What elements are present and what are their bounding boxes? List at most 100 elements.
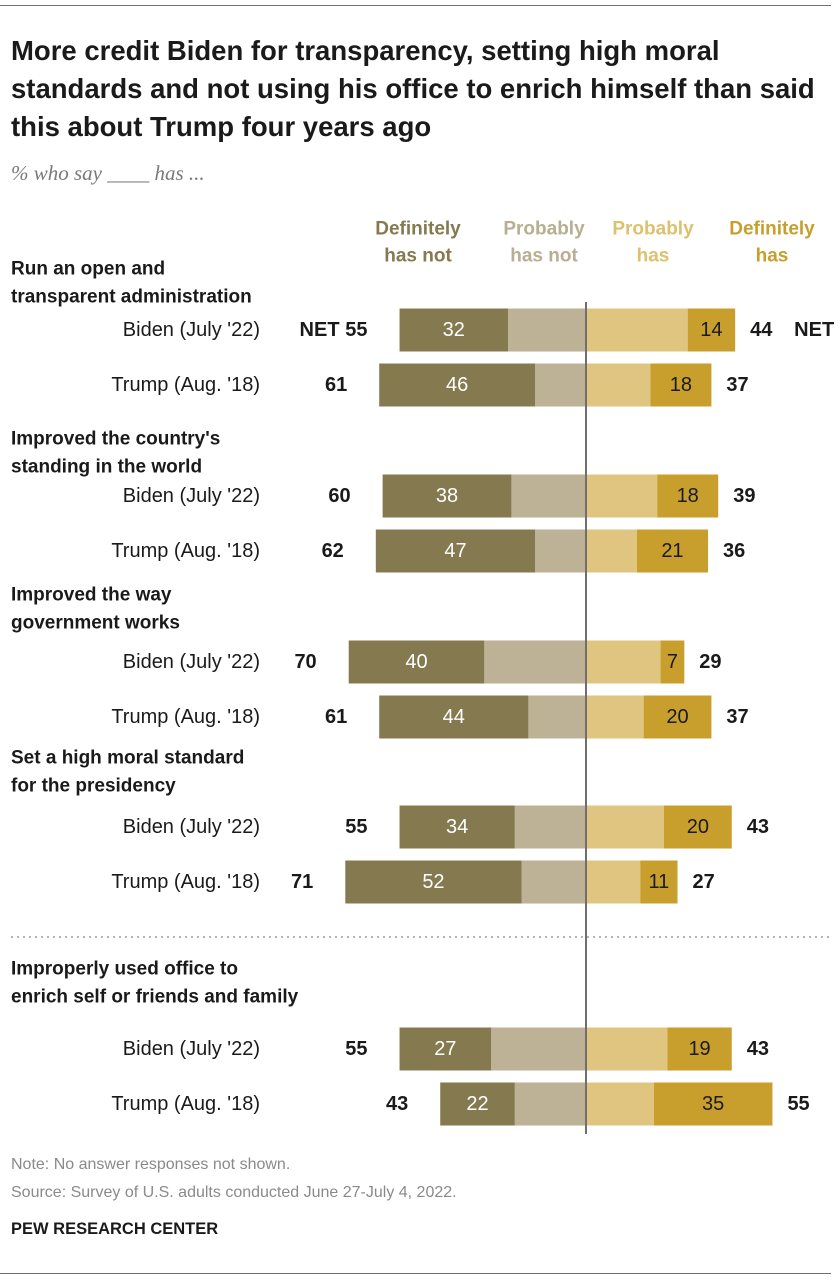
- bar-value-label: 19: [688, 1038, 710, 1060]
- group-label: Improperly used office to: [11, 959, 238, 980]
- net-value-left: 60: [328, 485, 350, 507]
- net-value-right: 55: [787, 1093, 809, 1115]
- chart-title: More credit Biden for transparency, sett…: [11, 35, 815, 142]
- net-label-right: NET: [794, 319, 834, 341]
- bottom-rule: [0, 1273, 831, 1274]
- net-value-right: 29: [699, 651, 721, 673]
- net-value-right: 39: [733, 485, 755, 507]
- bar-definitely-has: [667, 1027, 732, 1071]
- net-value-right: 37: [726, 706, 748, 728]
- bar-definitely-not: [375, 529, 536, 573]
- bar-probably-has: [586, 695, 644, 739]
- bar-probably-not: [528, 695, 586, 739]
- bar-definitely-has: [687, 308, 736, 352]
- net-value-left: 71: [291, 871, 313, 893]
- net-value-right: 36: [723, 540, 745, 562]
- net-value-left: 61: [325, 374, 347, 396]
- row-label: Trump (Aug. '18): [111, 871, 260, 893]
- bar-probably-has: [586, 1027, 668, 1071]
- top-rule: [0, 5, 831, 6]
- bar-definitely-has: [636, 529, 709, 573]
- branding-logo: PEW RESEARCH CENTER: [11, 1220, 219, 1238]
- net-value-right: 43: [747, 1038, 769, 1060]
- bar-value-label: 14: [700, 319, 722, 341]
- net-value-left: 55: [345, 816, 367, 838]
- bar-value-label: 34: [446, 816, 468, 838]
- legend-label: Definitely: [729, 219, 815, 240]
- net-value-left: 43: [386, 1093, 408, 1115]
- chart-subtitle: % who say ____ has ...: [11, 161, 205, 185]
- group-label: standing in the world: [11, 457, 202, 478]
- net-value-right: 27: [693, 871, 715, 893]
- row-label: Biden (July '22): [123, 816, 260, 838]
- legend-label: has: [637, 246, 670, 267]
- bar-probably-not: [521, 860, 586, 904]
- chart-source: Source: Survey of U.S. adults conducted …: [11, 1184, 457, 1201]
- bar-probably-not: [491, 1027, 586, 1071]
- bar-definitely-not: [379, 363, 536, 407]
- net-value-left: 55: [345, 1038, 367, 1060]
- bar-value-label: 18: [670, 374, 692, 396]
- net-value-left: 70: [294, 651, 316, 673]
- bar-probably-not: [511, 474, 586, 518]
- bar-probably-has: [586, 860, 641, 904]
- net-value-left: 61: [325, 706, 347, 728]
- bar-probably-not: [514, 805, 586, 849]
- bar-probably-not: [484, 640, 586, 684]
- bar-value-label: 52: [422, 871, 444, 893]
- bar-probably-not: [535, 529, 586, 573]
- bar-value-label: 47: [444, 540, 466, 562]
- bar-probably-has: [586, 308, 688, 352]
- bar-definitely-not: [348, 640, 485, 684]
- row-label: Biden (July '22): [123, 319, 260, 341]
- bar-probably-not: [514, 1082, 586, 1126]
- bar-value-label: 32: [443, 319, 465, 341]
- row-label: Trump (Aug. '18): [111, 374, 260, 396]
- group-label: Improved the country's: [11, 429, 220, 450]
- group-label: Run an open and: [11, 259, 165, 280]
- row-label: Trump (Aug. '18): [111, 706, 260, 728]
- bar-value-label: 35: [702, 1093, 724, 1115]
- bar-probably-has: [586, 474, 658, 518]
- bar-value-label: 40: [405, 651, 427, 673]
- net-label-left: NET: [300, 319, 340, 341]
- legend-label: Probably: [612, 219, 694, 240]
- bar-definitely-not: [399, 1027, 492, 1071]
- bar-value-label: 27: [434, 1038, 456, 1060]
- bar-probably-has: [586, 640, 661, 684]
- net-value-right: 44: [750, 319, 773, 341]
- row-label: Biden (July '22): [123, 485, 260, 507]
- legend-label: has not: [384, 246, 452, 267]
- group-label: Set a high moral standard: [11, 748, 244, 769]
- group-label: enrich self or friends and family: [11, 987, 299, 1008]
- bar-definitely-has: [643, 695, 712, 739]
- group-label: Improved the way: [11, 585, 172, 606]
- bar-definitely-not: [399, 308, 509, 352]
- bar-value-label: 11: [649, 871, 670, 893]
- bar-probably-has: [586, 363, 651, 407]
- bar-value-label: 44: [443, 706, 465, 728]
- row-label: Biden (July '22): [123, 651, 260, 673]
- bar-definitely-has: [657, 474, 719, 518]
- bar-definitely-has: [650, 363, 712, 407]
- bar-probably-has: [586, 529, 637, 573]
- diverging-bar-chart: Definitely has not Probably has not Probably…: [11, 219, 834, 1134]
- bar-value-label: 21: [661, 540, 683, 562]
- group-label: for the presidency: [11, 776, 176, 797]
- net-value-left: 62: [322, 540, 344, 562]
- chart-note: Note: No answer responses not shown.: [11, 1156, 291, 1173]
- bar-value-label: 20: [687, 816, 709, 838]
- bar-definitely-has: [660, 640, 685, 684]
- row-label: Trump (Aug. '18): [111, 540, 260, 562]
- bar-definitely-not: [382, 474, 512, 518]
- bar-value-label: 20: [666, 706, 688, 728]
- bar-probably-has: [586, 1082, 654, 1126]
- group-label: transparent administration: [11, 287, 252, 308]
- bar-definitely-not: [379, 695, 529, 739]
- net-value-left: 55: [345, 319, 367, 341]
- bar-value-label: 18: [677, 485, 699, 507]
- legend-label: has: [756, 246, 789, 267]
- bar-probably-has: [586, 805, 664, 849]
- bar-value-label: 46: [446, 374, 468, 396]
- row-label: Trump (Aug. '18): [111, 1093, 260, 1115]
